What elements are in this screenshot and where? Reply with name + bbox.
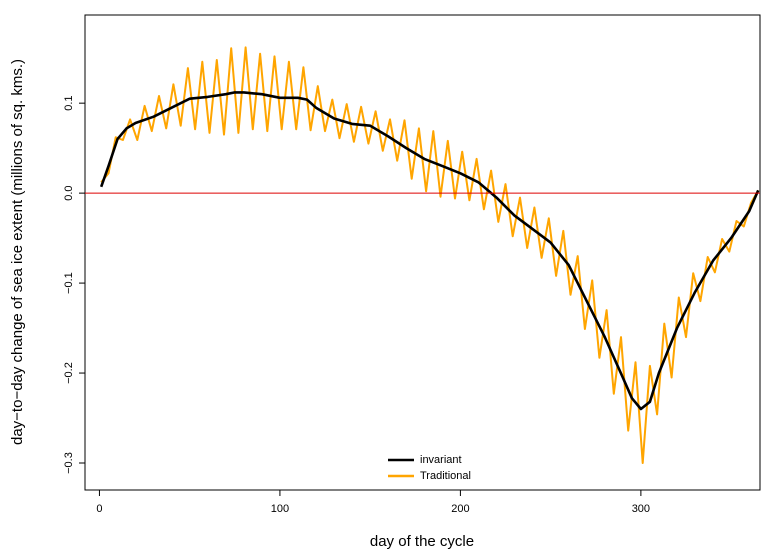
line-series — [99, 91, 760, 411]
y-tick-label: 0.1 — [63, 96, 75, 111]
plot-frame — [84, 14, 761, 491]
x-tick-label: 0 — [96, 503, 102, 515]
y-axis-title: day−to−day change of sea ice extent (mil… — [9, 59, 26, 445]
line-series — [100, 46, 760, 464]
y-tick-label: −0.2 — [63, 362, 75, 384]
y-tick-label: −0.3 — [63, 452, 75, 474]
legend-label: Traditional — [420, 470, 471, 482]
x-axis-title: day of the cycle — [370, 533, 474, 550]
x-tick-label: 100 — [271, 503, 289, 515]
legend-label: invariant — [420, 454, 462, 466]
y-tick-label: −0.1 — [63, 272, 75, 294]
x-tick-label: 300 — [632, 503, 650, 515]
x-tick-label: 200 — [451, 503, 469, 515]
y-tick-label: 0.0 — [63, 185, 75, 200]
